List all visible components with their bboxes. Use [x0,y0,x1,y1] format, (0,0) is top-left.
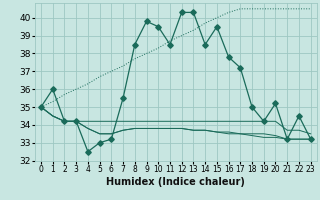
X-axis label: Humidex (Indice chaleur): Humidex (Indice chaleur) [106,177,245,187]
